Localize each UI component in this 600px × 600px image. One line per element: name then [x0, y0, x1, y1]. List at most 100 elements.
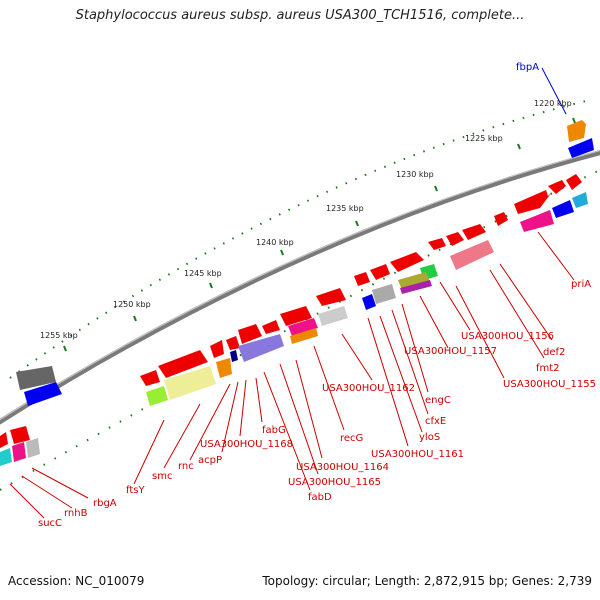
gene-label-priA[interactable]: priA: [571, 279, 591, 290]
gene-blue: [24, 382, 62, 406]
scale-label: 1225 kbp: [465, 134, 503, 143]
major-tick: [434, 185, 438, 192]
gene-forward: [210, 340, 224, 358]
leader-cfxE: [391, 309, 429, 415]
gene-label-fabD[interactable]: fabD: [308, 492, 332, 503]
gene-forward: [316, 288, 346, 306]
gene-fbpA: [567, 120, 586, 142]
gene-label-rnc[interactable]: rnc: [178, 461, 194, 472]
forward-genes: [0, 120, 586, 448]
gene-forward: [158, 350, 208, 378]
leader-1162: [341, 333, 373, 381]
gene-grey: [372, 284, 396, 304]
gene-orange: [216, 358, 232, 378]
gene-blue: [552, 200, 574, 218]
leader-sucC: [9, 483, 45, 519]
gene-label-smc[interactable]: smc: [152, 471, 172, 482]
leader-1164: [295, 359, 323, 459]
gene-label-def2[interactable]: def2: [543, 347, 565, 358]
leader-1161: [367, 317, 409, 447]
gene-forward: [428, 238, 446, 250]
gene-label-cfxE[interactable]: cfxE: [425, 416, 446, 427]
genome-backbone-highlight: [0, 150, 600, 421]
leader-1157: [419, 295, 449, 349]
gene-forward: [10, 426, 30, 444]
gene-lime: [146, 386, 168, 406]
gene-forward: [238, 324, 262, 344]
leader-rnhB: [21, 475, 73, 509]
gene-navy: [230, 350, 238, 362]
gene-label-USA300HOU-1155[interactable]: USA300HOU_1155: [503, 379, 596, 390]
gene-label-ylos[interactable]: yloS: [419, 432, 440, 443]
gene-lightgrey: [318, 306, 348, 326]
gene-label-USA300HOU-1157[interactable]: USA300HOU_1157: [404, 346, 497, 357]
gene-label-USA300HOU-1164[interactable]: USA300HOU_1164: [296, 462, 389, 473]
gene-forward: [494, 212, 508, 226]
gene-olive: [398, 272, 430, 290]
leader-lines: [9, 67, 575, 519]
scale-label: 1250 kbp: [113, 300, 151, 309]
major-tick: [209, 282, 213, 289]
gene-forward: [390, 252, 424, 272]
gene-magenta: [400, 280, 432, 294]
gene-forward: [514, 190, 552, 214]
major-tick: [355, 220, 359, 227]
leader-rnc: [189, 383, 231, 461]
leader-recG: [313, 345, 345, 431]
gene-forward: [0, 432, 8, 448]
gene-yellow: [164, 366, 216, 400]
gene-label-USA300HOU-1162[interactable]: USA300HOU_1162: [322, 383, 415, 394]
leader-fbpA: [541, 67, 567, 115]
scale-label: 1255 kbp: [40, 331, 78, 340]
gene-label-USA300HOU-1161[interactable]: USA300HOU_1161: [371, 449, 464, 460]
gene-pink: [520, 210, 554, 232]
gene-cyan: [0, 448, 12, 466]
gene-label-rnhB[interactable]: rnhB: [64, 508, 88, 519]
gene-grey: [16, 366, 56, 390]
gene-salmon: [450, 240, 494, 270]
gene-pink: [288, 318, 318, 336]
gene-label-USA300HOU-1168[interactable]: USA300HOU_1168: [200, 439, 293, 450]
leader-1168: [239, 379, 247, 437]
gene-label-fbpA[interactable]: fbpA: [516, 62, 539, 73]
leader-ftsY: [133, 419, 165, 485]
gene-forward: [262, 320, 280, 334]
scale-label: 1220 kbp: [534, 99, 572, 108]
leader-fabG: [255, 377, 263, 423]
leader-fmt2: [489, 269, 545, 359]
gene-label-engC[interactable]: engC: [425, 395, 451, 406]
leader-engC: [401, 303, 429, 393]
scale-label: 1230 kbp: [396, 170, 434, 179]
gene-forward: [226, 336, 240, 350]
leader-priA: [537, 231, 575, 281]
leader-def2: [499, 263, 553, 341]
gene-orange: [290, 328, 318, 344]
gene-label-fabG[interactable]: fabG: [262, 425, 286, 436]
major-tick: [572, 117, 576, 124]
gene-label-sucC[interactable]: sucC: [38, 518, 62, 529]
scale-label: 1245 kbp: [184, 269, 222, 278]
gene-pink: [12, 442, 26, 462]
gene-label-ftsY[interactable]: ftsY: [126, 485, 145, 496]
gene-label-acpP[interactable]: acpP: [198, 455, 222, 466]
gene-forward: [354, 272, 370, 286]
gene-forward: [548, 180, 566, 194]
gene-forward: [140, 370, 160, 386]
major-tick: [133, 315, 137, 322]
leader-fabD: [263, 371, 311, 491]
colored-genes: [0, 138, 594, 466]
gene-label-recG[interactable]: recG: [340, 433, 363, 444]
gene-label-fmt2[interactable]: fmt2: [536, 363, 560, 374]
gene-forward: [370, 264, 390, 280]
gene-lavender: [238, 334, 284, 362]
genome-backbone: [0, 150, 600, 425]
gene-forward: [280, 306, 312, 326]
gene-grey: [26, 438, 40, 458]
gene-forward: [566, 174, 582, 190]
leader-1165: [279, 363, 319, 475]
gene-label-USA300HOU-1156[interactable]: USA300HOU_1156: [461, 331, 554, 342]
leader-rbgA: [31, 467, 89, 499]
leader-ylos: [379, 315, 423, 433]
gene-label-rbgA[interactable]: rbgA: [93, 498, 117, 509]
gene-label-USA300HOU-1165[interactable]: USA300HOU_1165: [288, 477, 381, 488]
